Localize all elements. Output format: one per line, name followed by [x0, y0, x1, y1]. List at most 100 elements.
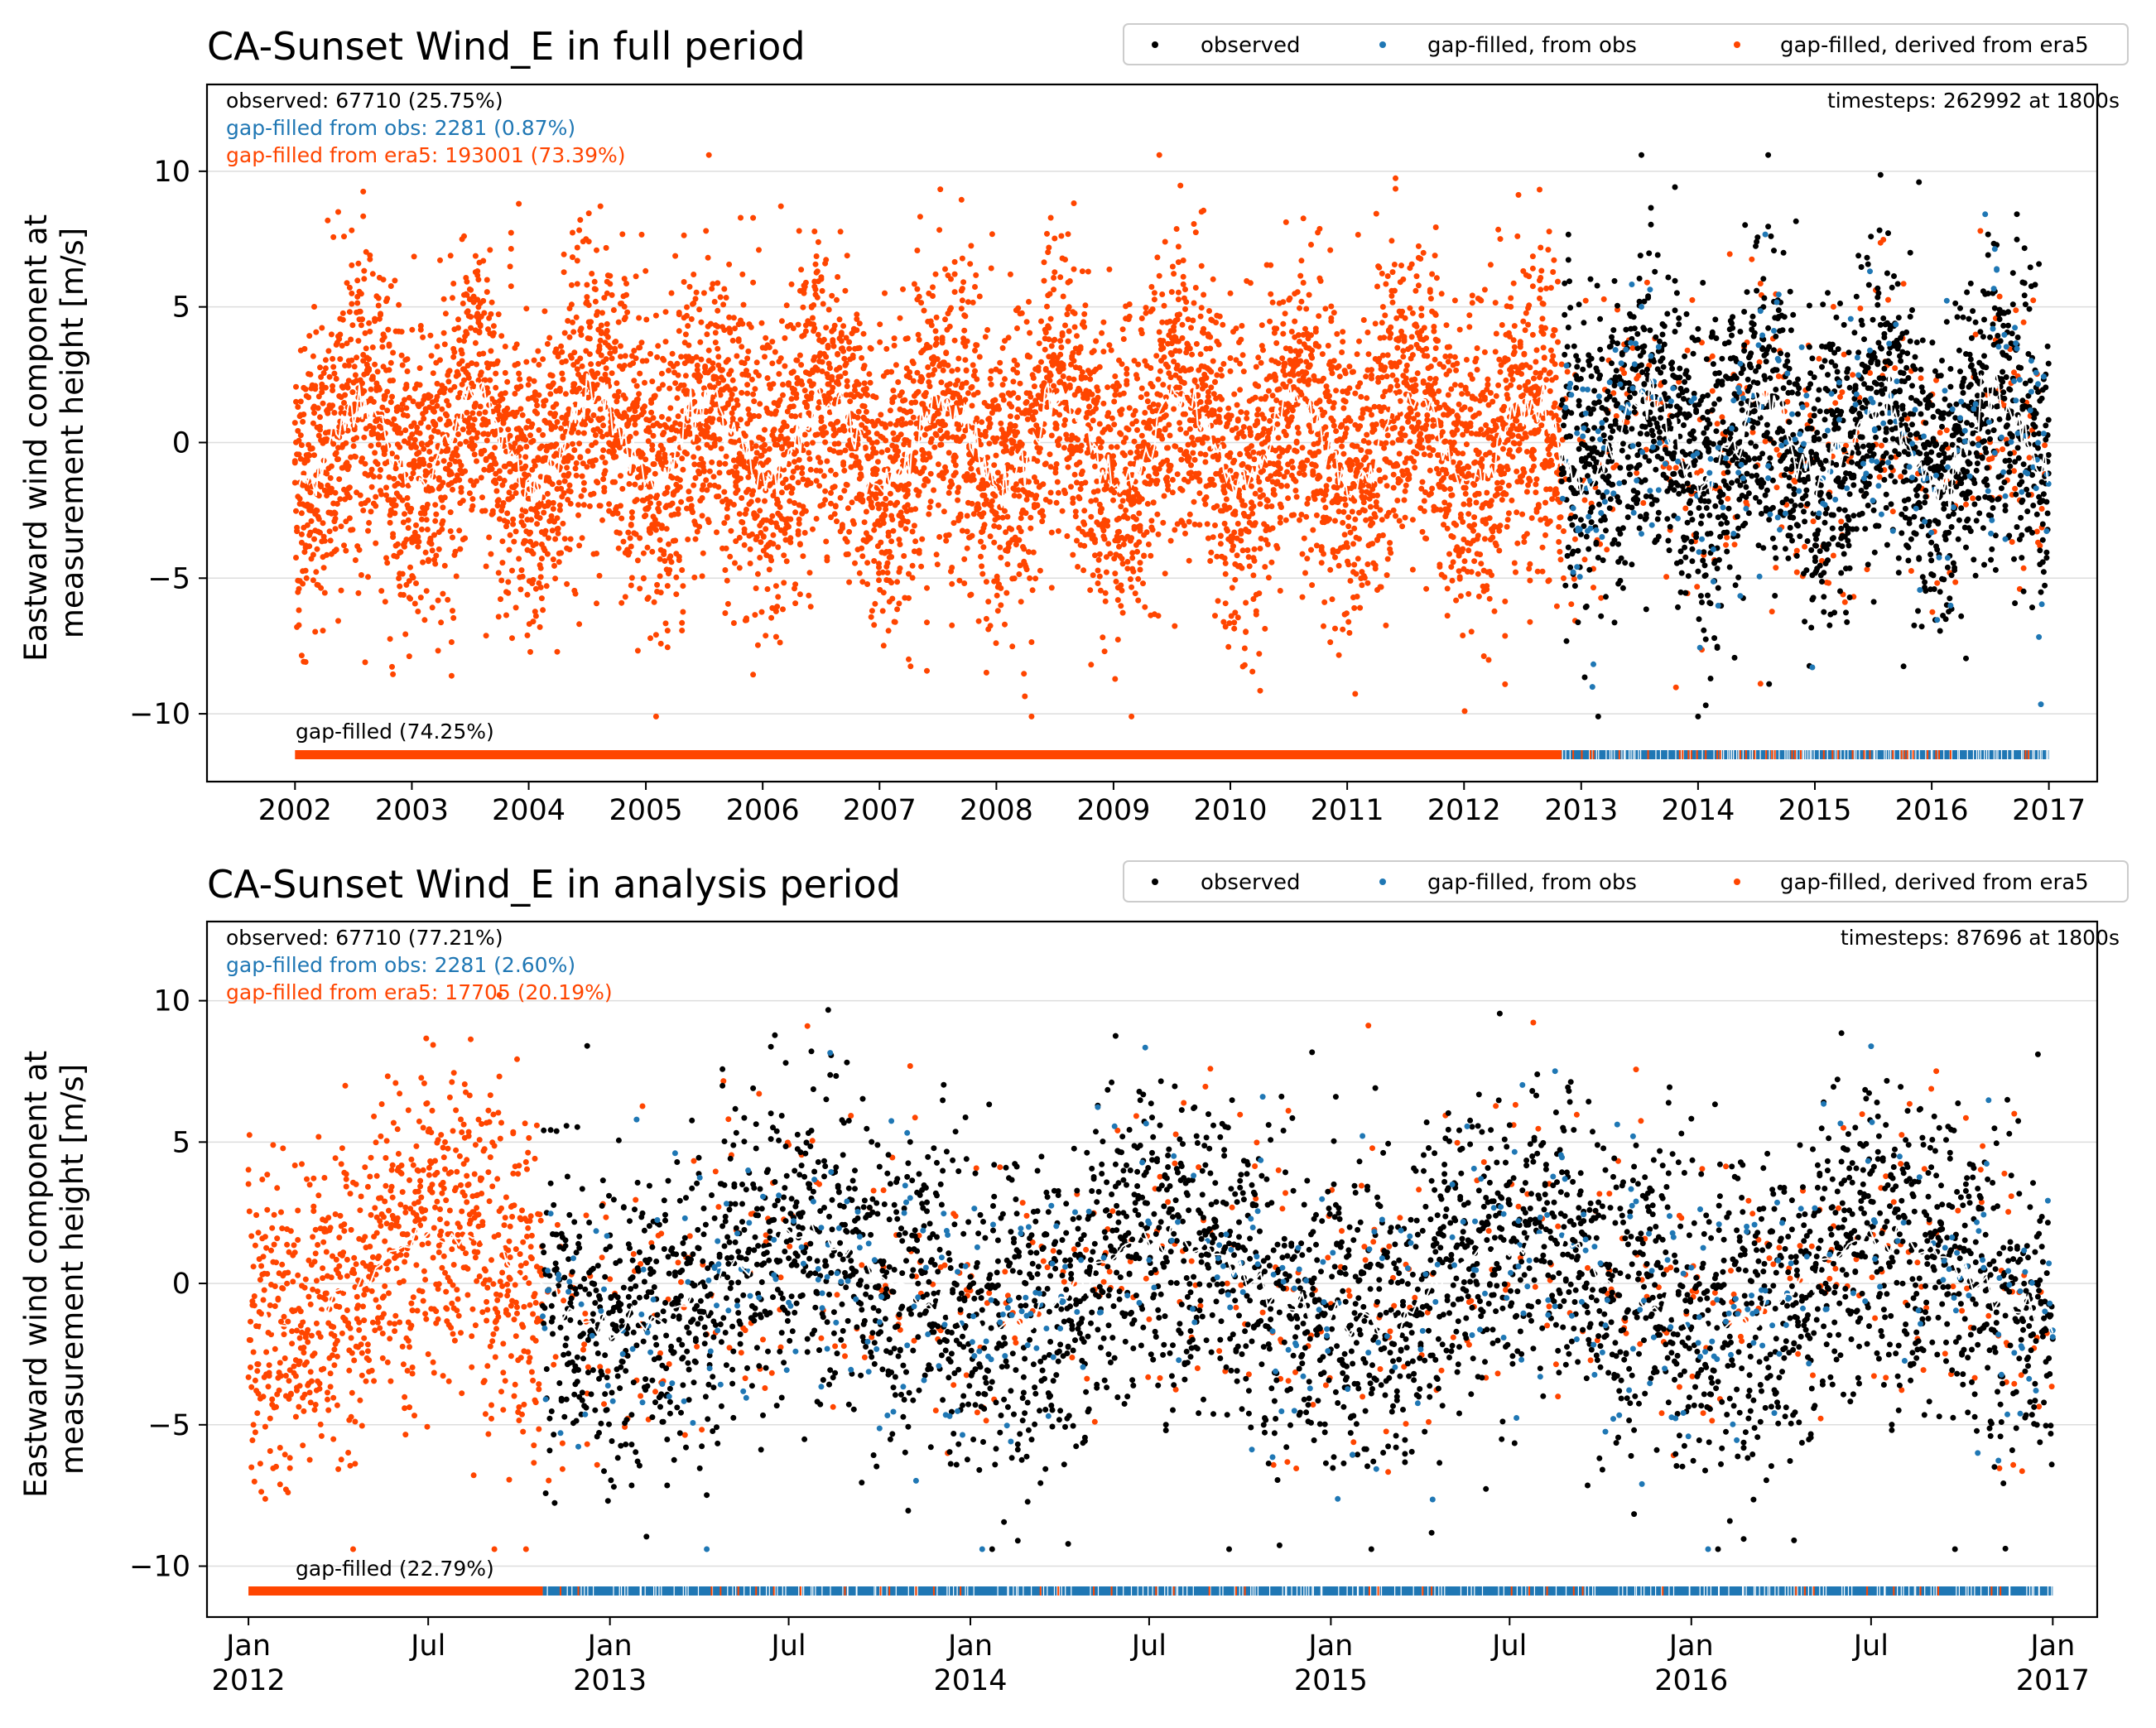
- legend-label: observed: [1201, 33, 1301, 58]
- x-tick-label: Jan: [946, 1629, 993, 1663]
- x-tick-label: 2013: [1544, 794, 1618, 827]
- x-tick-label: 2016: [1895, 794, 1969, 827]
- timesteps-label: timesteps: 262992 at 1800s: [1827, 89, 2120, 113]
- y-axis: 10 5 0 −5 −10: [129, 156, 207, 731]
- x-tick-label: 2003: [375, 794, 449, 827]
- x-tick-label: Jan: [1307, 1629, 1353, 1663]
- y-axis-label-line: Eastward wind component at: [18, 214, 54, 662]
- x-tick-label: 2004: [492, 794, 565, 827]
- x-tick-label: 2017: [2016, 1664, 2090, 1697]
- chart-full-period: CA-Sunset Wind_E in full period 10 5 0 −5 −1…: [18, 23, 2129, 827]
- x-tick-label: Jul: [769, 1629, 806, 1663]
- legend: observed gap-filled, from obs gap-filled…: [1123, 23, 2129, 65]
- gap-filled-bar-era5-marks: [1572, 750, 2029, 759]
- x-tick-label: 2007: [843, 794, 917, 827]
- x-tick-label: 2010: [1193, 794, 1267, 827]
- gap-filled-bar-era5-marks: [560, 1586, 2002, 1596]
- y-tick-label: −5: [147, 562, 190, 595]
- series-gap-era5: [291, 152, 2048, 720]
- y-tick-label: −10: [129, 698, 190, 731]
- x-tick-label: 2016: [1654, 1664, 1728, 1697]
- legend-label: gap-filled, from obs: [1427, 33, 1637, 58]
- gap-filled-bar-era5: [248, 1586, 543, 1596]
- series-gap-era5: [245, 992, 2055, 1552]
- y-tick-label: −5: [147, 1409, 190, 1442]
- legend-box: [1123, 23, 2129, 65]
- y-tick-label: 0: [172, 426, 190, 460]
- grid: [207, 999, 2097, 1567]
- x-tick-label: 2014: [933, 1664, 1007, 1697]
- legend-marker-gap-era5: [1734, 878, 1740, 885]
- gap-filled-bar-breaks: [546, 1586, 2053, 1596]
- chart-title: CA-Sunset Wind_E in full period: [207, 24, 806, 69]
- legend-marker-observed: [1152, 878, 1158, 885]
- x-tick-label: 2012: [212, 1664, 286, 1697]
- series-gap-obs: [1559, 211, 2052, 708]
- legend-label: gap-filled, derived from era5: [1780, 870, 2089, 895]
- y-axis-label: Eastward wind component at measurement h…: [18, 1041, 90, 1498]
- gap-obs-count: gap-filled from obs: 2281 (2.60%): [226, 953, 575, 977]
- x-tick-label: Jul: [409, 1629, 445, 1663]
- legend-marker-gap-obs: [1379, 878, 1386, 885]
- x-tick-label: 2015: [1294, 1664, 1368, 1697]
- x-tick-label: Jul: [1852, 1629, 1889, 1663]
- x-tick-label: Jan: [586, 1629, 633, 1663]
- y-tick-label: −10: [129, 1551, 190, 1584]
- data-points: [245, 992, 2056, 1552]
- x-tick-label: 2011: [1311, 794, 1384, 827]
- gap-filled-label: gap-filled (22.79%): [296, 1557, 494, 1581]
- series-gap-obs: [540, 1043, 2056, 1552]
- legend-label: gap-filled, from obs: [1427, 870, 1637, 895]
- legend-marker-gap-era5: [1734, 41, 1740, 48]
- y-axis-label: Eastward wind component at measurement h…: [18, 205, 90, 662]
- plot-frame: [205, 920, 2099, 1619]
- gap-filled-bar: [248, 1586, 2053, 1596]
- legend-marker-observed: [1152, 41, 1158, 48]
- series-mean-line: [295, 370, 2049, 514]
- x-tick-label: 2017: [2012, 794, 2086, 827]
- observed-count: observed: 67710 (25.75%): [226, 89, 503, 113]
- x-tick-label: 2014: [1661, 794, 1735, 827]
- series-mean-line: [250, 1220, 2054, 1343]
- chart-title: CA-Sunset Wind_E in analysis period: [207, 862, 901, 907]
- observed-count: observed: 67710 (77.21%): [226, 926, 503, 950]
- x-tick-label: 2008: [960, 794, 1033, 827]
- gap-obs-count: gap-filled from obs: 2281 (0.87%): [226, 116, 575, 140]
- legend-marker-gap-obs: [1379, 41, 1386, 48]
- y-tick-label: 5: [172, 1126, 190, 1159]
- x-tick-label: 2015: [1778, 794, 1851, 827]
- gap-era5-count: gap-filled from era5: 17705 (20.19%): [226, 980, 613, 1004]
- mean-line: [295, 370, 2049, 514]
- plot-frame: [205, 83, 2099, 783]
- y-tick-label: 0: [172, 1268, 190, 1301]
- x-tick-label: Jan: [2028, 1629, 2075, 1663]
- x-tick-label: 2013: [573, 1664, 647, 1697]
- x-tick-label: Jan: [224, 1629, 271, 1663]
- timesteps-label: timesteps: 87696 at 1800s: [1841, 926, 2120, 950]
- x-tick-label: 2002: [258, 794, 332, 827]
- legend-label: gap-filled, derived from era5: [1780, 33, 2089, 58]
- x-tick-label: 2005: [609, 794, 683, 827]
- data-points: [291, 152, 2052, 720]
- gap-filled-bar-obs: [542, 1586, 2053, 1596]
- y-axis: 10 5 0 −5 −10: [129, 985, 207, 1584]
- y-axis-label-line: measurement height [m/s]: [55, 228, 90, 638]
- y-tick-label: 10: [153, 985, 190, 1018]
- y-axis-label-line: Eastward wind component at: [18, 1051, 54, 1498]
- series-observed: [1558, 152, 2052, 720]
- mean-line: [250, 1220, 2054, 1343]
- gap-filled-bar: [295, 750, 2049, 759]
- x-tick-label: Jul: [1490, 1629, 1527, 1663]
- x-axis: 2002 2003 2004 2005 2006 2007 2008 2009 2010 2011…: [258, 782, 2086, 827]
- legend: observed gap-filled, from obs gap-filled…: [1123, 860, 2129, 903]
- y-tick-label: 5: [172, 291, 190, 325]
- gap-filled-label: gap-filled (74.25%): [296, 720, 494, 744]
- y-axis-label-line: measurement height [m/s]: [55, 1064, 90, 1475]
- x-tick-label: Jul: [1130, 1629, 1167, 1663]
- y-tick-label: 10: [153, 156, 190, 189]
- chart-analysis-period: CA-Sunset Wind_E in analysis period 10 5 0…: [18, 860, 2129, 1697]
- x-tick-label: 2012: [1427, 794, 1501, 827]
- gap-era5-count: gap-filled from era5: 193001 (73.39%): [226, 143, 626, 167]
